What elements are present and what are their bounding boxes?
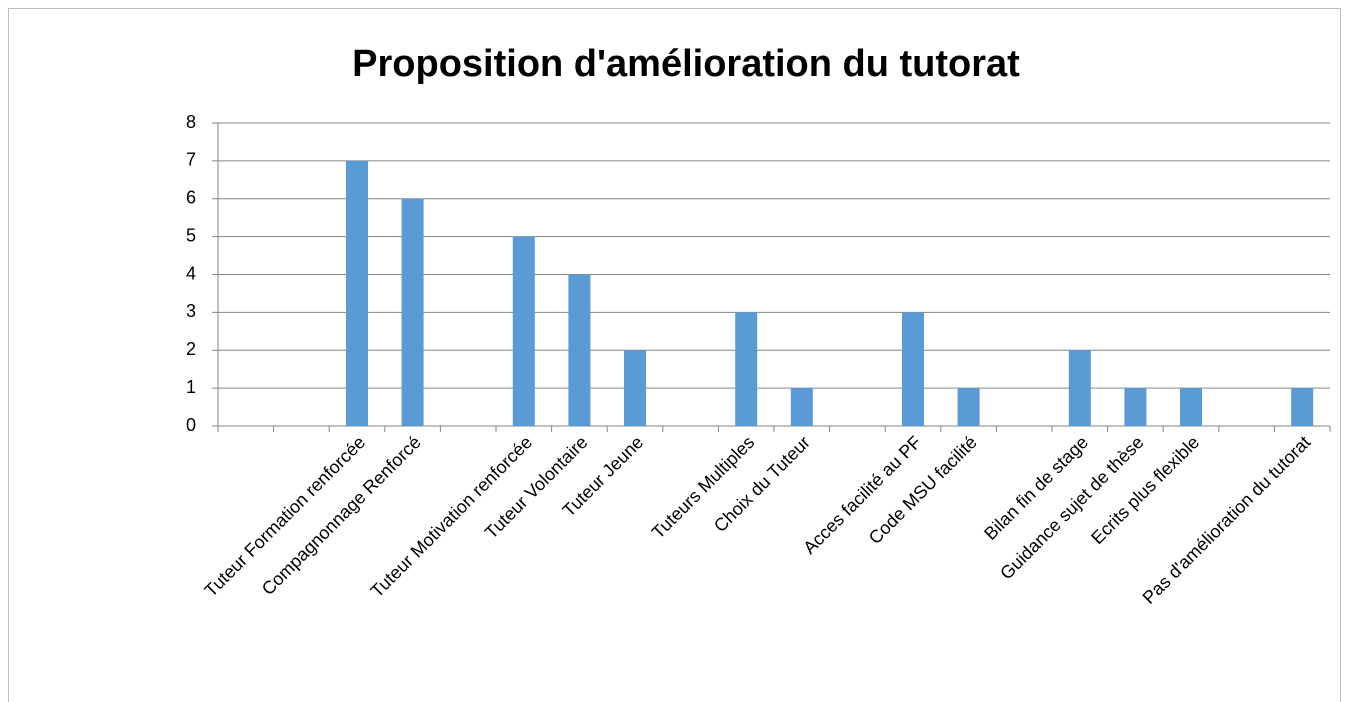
y-tick-label: 8 [186, 112, 196, 132]
bar [568, 274, 591, 426]
bar [957, 388, 980, 426]
bar [1291, 388, 1314, 426]
x-tick-label: Code MSU facilité [865, 432, 981, 548]
y-tick-label: 5 [186, 225, 196, 245]
y-tick-label: 7 [186, 150, 196, 170]
x-tick-label: Ecrits plus flexible [1087, 432, 1203, 548]
x-tick-label: Tuteur Volontaire [481, 432, 592, 543]
x-tick-label: Bilan fin de stage [980, 432, 1092, 544]
bar [1068, 350, 1091, 426]
chart-title: Proposition d'amélioration du tutorat [352, 43, 1020, 85]
y-tick-label: 1 [186, 377, 196, 397]
y-tick-label: 3 [186, 301, 196, 321]
bar [1180, 388, 1202, 426]
bar [624, 350, 646, 426]
y-tick-label: 6 [186, 188, 196, 208]
y-tick-label: 2 [186, 339, 196, 359]
bar [512, 236, 535, 426]
bar [902, 312, 924, 426]
bar [401, 198, 424, 426]
x-tick-label: Tuteurs Multiples [648, 432, 759, 543]
chart-frame [8, 8, 1341, 702]
x-tick-label: Choix du Tuteur [710, 432, 814, 536]
y-tick-label: 0 [186, 415, 196, 435]
bar [735, 312, 758, 426]
bar [1124, 388, 1147, 426]
bar [346, 160, 368, 426]
y-tick-label: 4 [186, 263, 196, 283]
bar [790, 388, 813, 426]
